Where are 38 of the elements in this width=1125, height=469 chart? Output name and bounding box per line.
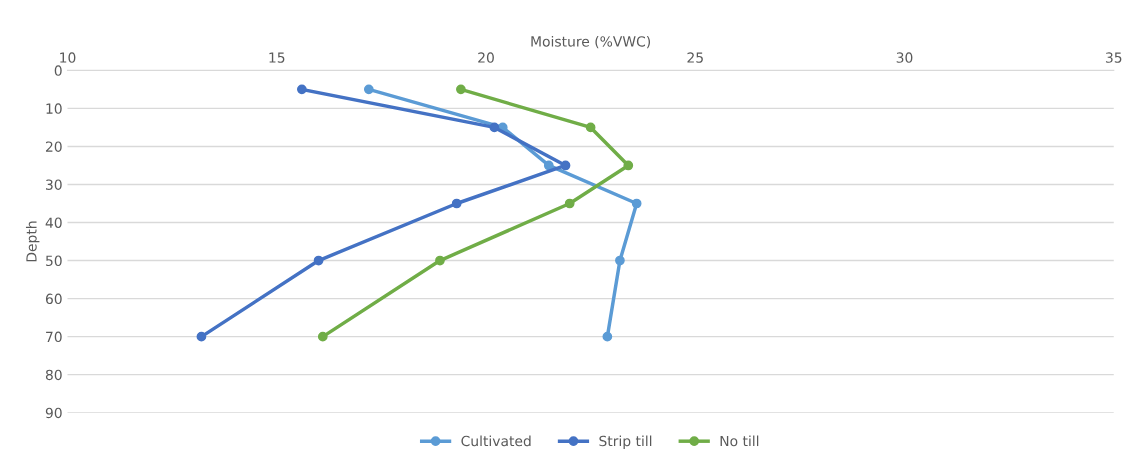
point — [602, 331, 613, 342]
point — [489, 122, 500, 133]
y-tick-label: 0 — [54, 65, 62, 76]
point — [363, 84, 374, 95]
y-tick-label: 90 — [45, 407, 62, 419]
x-tick-label: 30 — [896, 52, 913, 63]
x-tick-label: 15 — [269, 52, 285, 63]
point — [623, 160, 634, 171]
x-tick-label: 10 — [60, 52, 76, 63]
point — [585, 122, 596, 133]
point — [631, 198, 642, 209]
point — [560, 160, 571, 171]
x-axis-title: Moisture (%VWC) — [531, 35, 651, 49]
point — [317, 331, 328, 342]
x-tick-label: 35 — [1105, 52, 1122, 63]
point — [564, 198, 575, 209]
point — [615, 255, 625, 266]
point — [435, 255, 445, 266]
y-tick-label: 60 — [45, 293, 62, 305]
point — [543, 160, 554, 171]
y-tick-label: 10 — [46, 103, 62, 114]
point — [456, 84, 466, 95]
x-tick-label: 20 — [478, 52, 494, 63]
legend-label: Strip till — [599, 435, 652, 449]
y-tick-label: 20 — [45, 141, 62, 152]
y-tick-label: 50 — [46, 255, 62, 267]
y-axis-title: Depth — [25, 221, 40, 262]
point — [451, 198, 462, 209]
legend-label: Cultivated — [461, 435, 531, 447]
y-tick-label: 70 — [46, 331, 62, 343]
y-tick-label: 40 — [45, 217, 62, 228]
x-tick-label: 25 — [687, 52, 703, 63]
point — [313, 255, 324, 266]
legend-label: No till — [720, 435, 759, 447]
y-tick-label: 30 — [46, 179, 62, 190]
point — [196, 331, 207, 342]
point — [296, 84, 307, 95]
y-tick-label: 80 — [45, 369, 62, 381]
